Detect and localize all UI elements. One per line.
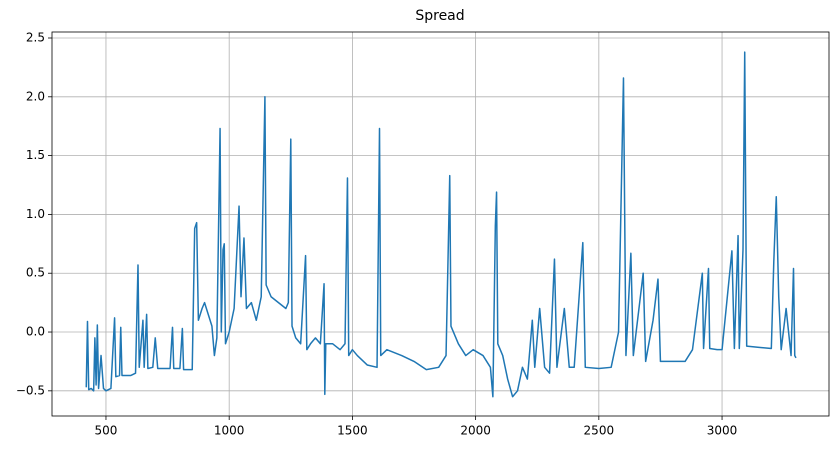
chart-title: Spread	[415, 8, 464, 24]
y-tick-label: 0.0	[26, 325, 45, 339]
x-tick-label: 3000	[707, 424, 738, 438]
line-series	[85, 51, 797, 398]
x-tick-label: 500	[95, 424, 118, 438]
y-tick-label: 2.5	[26, 30, 45, 44]
y-tick-label: 0.5	[26, 266, 45, 280]
x-tick-label: 1000	[214, 424, 245, 438]
x-tick-label: 2500	[584, 424, 615, 438]
plot-frame	[51, 31, 830, 417]
y-tick-label: 2.0	[26, 89, 45, 103]
x-tick-label: 2000	[460, 424, 491, 438]
y-tick-label: −0.5	[16, 383, 45, 397]
x-tick-label: 1500	[337, 424, 368, 438]
y-tick-label: 1.0	[26, 207, 45, 221]
y-tick-label: 1.5	[26, 148, 45, 162]
